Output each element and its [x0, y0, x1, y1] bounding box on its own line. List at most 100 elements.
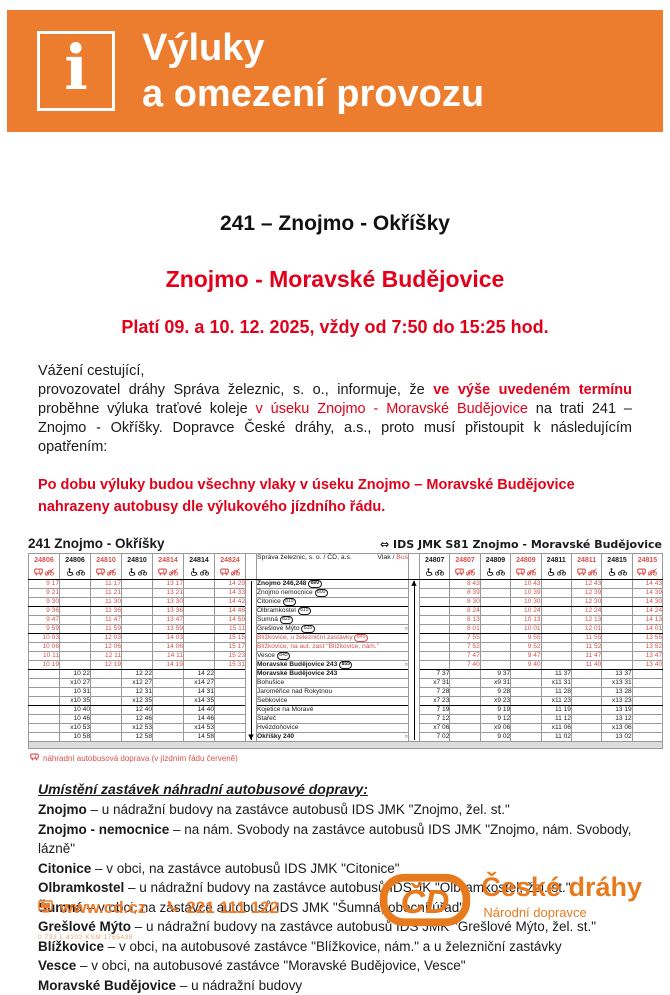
cd-logo-name: České dráhy [481, 873, 642, 901]
cd-logo-subtitle: Národní dopravce [483, 905, 642, 920]
time-cell [91, 724, 122, 733]
time-cell: 14 42 [215, 598, 246, 607]
time-cell [602, 598, 632, 607]
train-column-header: 24806 [29, 554, 60, 580]
footer-code: 0 733 L 4102 KSM 1765438 [38, 934, 279, 941]
time-cell: 9 12 [480, 715, 510, 724]
banner-title-line2: a omezení provozu [142, 71, 484, 117]
time-cell [122, 580, 153, 589]
time-cell: 14 43 [632, 580, 662, 589]
train-number: 24807 [450, 554, 479, 565]
time-cell [632, 697, 662, 706]
time-cell: 12 11 [91, 652, 122, 661]
time-cell: 8 01 [450, 625, 480, 634]
validity-title: Platí 09. a 10. 12. 2025, vždy od 7:50 d… [0, 317, 670, 338]
time-cell: 9 47 [29, 616, 60, 625]
time-cell [184, 652, 215, 661]
time-cell [541, 616, 571, 625]
web-icon [38, 898, 53, 918]
time-cell: 11 36 [91, 607, 122, 616]
time-cell [450, 706, 480, 715]
time-cell [450, 697, 480, 706]
time-cell: 10 31 [60, 688, 91, 697]
time-cell [215, 706, 246, 715]
down-arrow-icon: ▼ [248, 734, 253, 741]
time-cell: 7 47 [450, 652, 480, 661]
direction-column-left: ▼ [246, 580, 257, 742]
train-number: 24814 [153, 554, 183, 565]
time-cell: x13 31 [602, 679, 632, 688]
time-cell: 9 19 [480, 706, 510, 715]
time-cell: 10 06 [29, 643, 60, 652]
station-cell: Vesce 845 [257, 652, 409, 661]
time-cell [420, 625, 450, 634]
footer: www.cd.cz 221 111 122 0 733 L 4102 KSM 1… [0, 865, 670, 965]
train-column-header: 24809 [511, 554, 541, 580]
zone-badge: 800 [315, 589, 328, 597]
stop-item: Znojmo - nemocnice – na nám. Svobody na … [38, 820, 632, 859]
station-name: Bohušice [257, 679, 284, 687]
time-cell [511, 706, 541, 715]
phone-number[interactable]: 221 111 122 [186, 898, 279, 918]
train-number: 24815 [633, 554, 662, 565]
train-number: 24824 [215, 554, 245, 565]
time-cell: 12 06 [91, 643, 122, 652]
time-cell [215, 688, 246, 697]
timetable-footnote-text: náhradní autobusová doprava (v jízdním ř… [43, 754, 238, 763]
time-cell: 12 19 [91, 661, 122, 670]
time-cell: x12 27 [122, 679, 153, 688]
time-cell [60, 634, 91, 643]
train-column-header: 24811 [541, 554, 571, 580]
time-cell: 12 03 [91, 634, 122, 643]
time-cell: x7 31 [420, 679, 450, 688]
station-name: Znojmo nemocnice 800 [257, 589, 328, 597]
time-cell [420, 589, 450, 598]
circle-symbol: ○ [404, 733, 408, 741]
website-link[interactable]: www.cd.cz [60, 898, 146, 918]
operator-header: Správa železnic, s. o. / ČD, a.s.Vlak / … [257, 554, 409, 580]
time-cell [153, 697, 184, 706]
time-cell [571, 670, 601, 679]
time-cell: 11 59 [91, 625, 122, 634]
station-cell: Šumná 825 [257, 616, 409, 625]
time-cell [541, 643, 571, 652]
time-cell [122, 625, 153, 634]
time-cell [60, 580, 91, 589]
train-number: 24814 [184, 554, 214, 565]
time-cell [420, 652, 450, 661]
time-cell: 7 12 [420, 715, 450, 724]
train-number: 24811 [542, 554, 571, 565]
train-column-header: 24809 [480, 554, 510, 580]
time-cell: 9 52 [511, 643, 541, 652]
time-cell [184, 634, 215, 643]
time-cell [602, 643, 632, 652]
time-cell [122, 589, 153, 598]
time-cell [480, 598, 510, 607]
time-cell: 8 13 [450, 616, 480, 625]
time-cell: 15 23 [215, 652, 246, 661]
time-cell: 12 31 [122, 688, 153, 697]
train-mode-icons [29, 565, 59, 579]
time-cell [602, 625, 632, 634]
time-cell: 14 46 [184, 715, 215, 724]
time-cell [153, 679, 184, 688]
time-cell: 13 40 [632, 661, 662, 670]
time-cell: 9 40 [511, 661, 541, 670]
time-cell: 14 33 [215, 589, 246, 598]
time-cell [29, 706, 60, 715]
train-number: 24806 [60, 554, 90, 565]
time-cell [632, 715, 662, 724]
train-column-header: 24807 [420, 554, 450, 580]
time-cell [60, 661, 91, 670]
station-name: Blížkovice, u železniční zastávky 845 [257, 634, 368, 642]
time-cell: 14 22 [184, 670, 215, 679]
time-cell: 12 01 [571, 625, 601, 634]
train-mode-icons [572, 565, 601, 579]
time-cell: 8 43 [450, 580, 480, 589]
time-cell: 10 24 [511, 607, 541, 616]
header-banner: i Výluky a omezení provozu [7, 10, 663, 132]
banner-title-line1: Výluky [142, 25, 484, 71]
time-cell: 14 13 [632, 616, 662, 625]
